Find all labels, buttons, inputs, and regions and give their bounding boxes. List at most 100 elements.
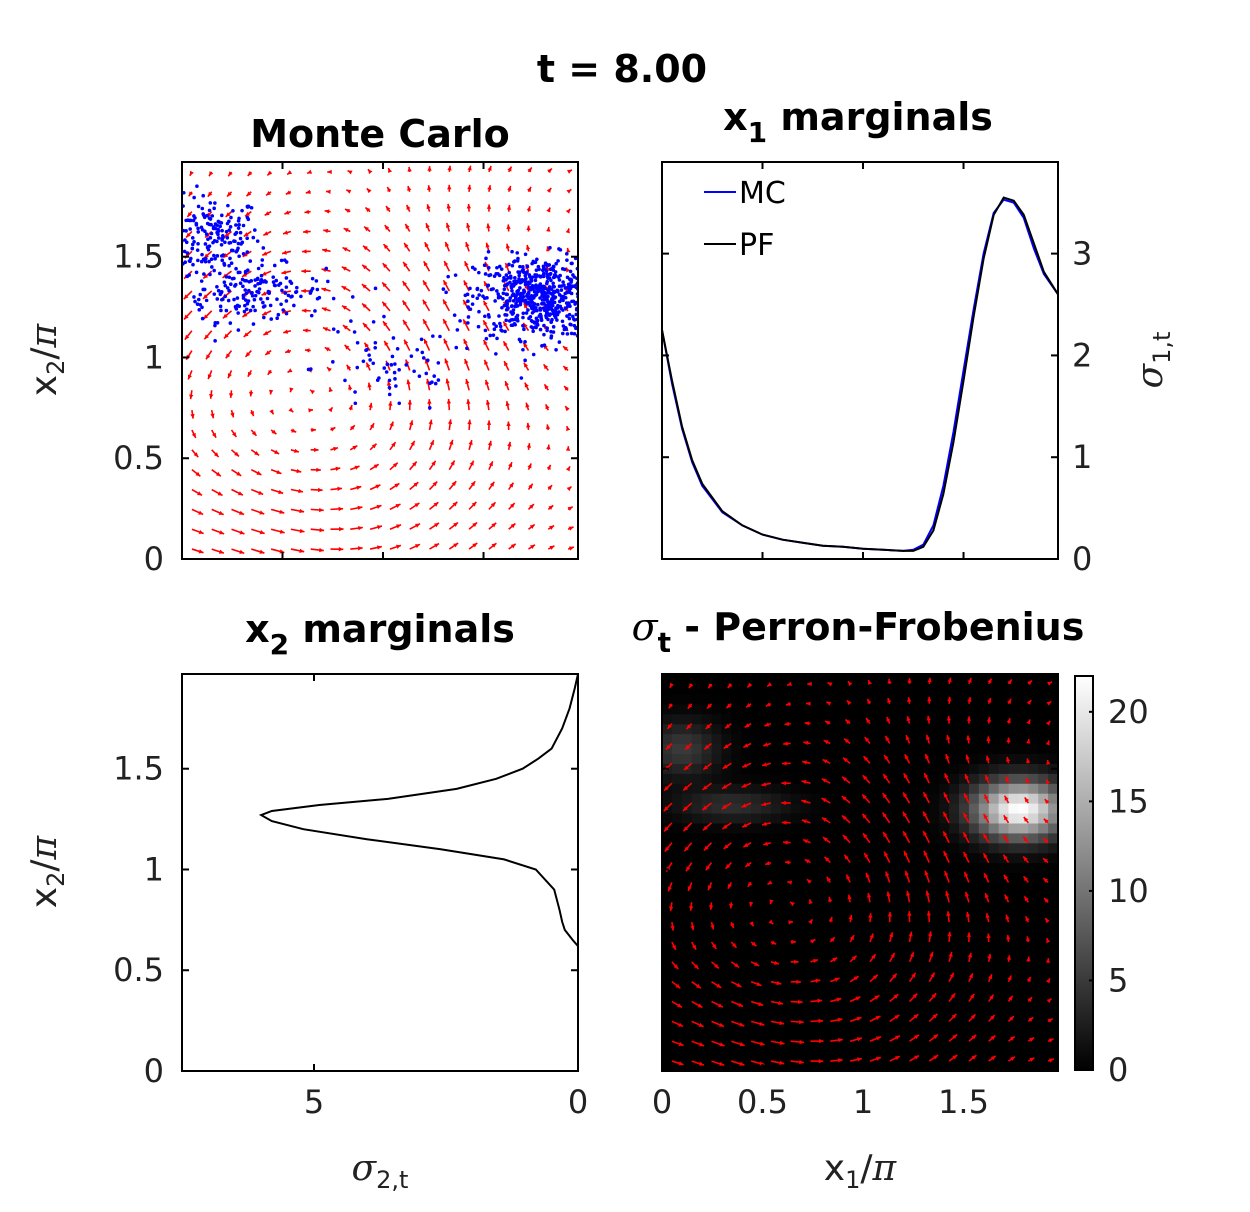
velocity-arrowhead <box>828 916 833 922</box>
heatmap-cell <box>869 862 881 874</box>
heatmap-cell <box>1038 1041 1049 1052</box>
mc-particle <box>510 317 515 322</box>
heatmap-cell <box>939 703 950 715</box>
heatmap-cell <box>1048 812 1058 824</box>
mc-particle <box>215 320 220 325</box>
heatmap-cell <box>869 1041 881 1052</box>
velocity-arrowhead <box>689 906 694 911</box>
heatmap-cell <box>968 951 980 963</box>
heatmap-cell <box>919 723 930 735</box>
velocity-arrowhead <box>403 319 408 325</box>
heatmap-cell <box>1048 703 1058 715</box>
heatmap-cell <box>741 753 752 764</box>
heatmap-cell <box>810 753 821 764</box>
heatmap-cell <box>662 922 673 933</box>
heatmap-cell <box>681 832 693 844</box>
heatmap-cell <box>810 832 821 844</box>
velocity-arrowhead <box>923 811 928 817</box>
heatmap-cell <box>770 991 782 1003</box>
heatmap-cell <box>1048 783 1058 794</box>
mc-particle <box>550 302 554 307</box>
heatmap-cell <box>800 674 812 685</box>
heatmap-cell <box>879 1001 891 1013</box>
mc-particle <box>466 299 470 303</box>
heatmap-cell <box>939 882 950 893</box>
velocity-arrowhead <box>565 466 570 472</box>
heatmap-cell <box>681 951 693 963</box>
heatmap-cell <box>1018 683 1029 695</box>
mc-particle <box>173 213 177 217</box>
heatmap-cell <box>711 922 722 933</box>
heatmap-cell <box>741 693 752 705</box>
velocity-arrowhead <box>984 893 989 899</box>
mc-particle <box>244 307 249 312</box>
heatmap-cell <box>830 743 841 754</box>
heatmap-cell <box>899 1061 911 1071</box>
heatmap-cell <box>968 822 980 834</box>
heatmap-cell <box>998 862 1010 874</box>
velocity-arrowhead <box>987 678 992 684</box>
heatmap-cell <box>1028 1001 1039 1013</box>
heatmap-cell <box>711 941 722 953</box>
mc-particle <box>507 319 512 323</box>
velocity-arrowhead <box>288 407 294 413</box>
heatmap-cell <box>968 773 980 784</box>
velocity-arrowhead <box>947 931 952 937</box>
heatmap-cell <box>671 882 683 893</box>
heatmap-cell <box>681 912 693 923</box>
heatmap-cell <box>998 812 1010 824</box>
velocity-arrowhead <box>333 446 339 452</box>
mc-particle <box>541 274 546 279</box>
heatmap-cell <box>889 842 901 854</box>
heatmap-cell <box>978 753 990 764</box>
velocity-arrowhead <box>504 381 509 387</box>
mc-particle <box>501 296 505 301</box>
velocity-arrowhead <box>364 342 369 348</box>
velocity-arrowhead <box>698 1061 704 1066</box>
heatmap-cell <box>909 941 920 953</box>
colorbar-tick-label: 0 <box>1108 1051 1128 1089</box>
heatmap-cell <box>1018 892 1029 903</box>
heatmap-cell <box>1008 713 1019 725</box>
heatmap-cell <box>830 703 841 715</box>
velocity-arrowhead <box>986 736 991 742</box>
mc-particles <box>173 184 578 410</box>
heatmap-cell <box>1018 842 1029 854</box>
heatmap-cell <box>879 862 891 874</box>
heatmap-cell <box>790 981 802 993</box>
heatmap-cell <box>889 961 901 973</box>
velocity-arrowhead <box>855 996 861 1001</box>
velocity-arrowhead <box>413 482 419 487</box>
mc-particle <box>204 232 209 237</box>
heatmap-cell <box>919 683 930 695</box>
mc-particle <box>486 265 491 270</box>
heatmap-cell <box>899 1011 911 1022</box>
heatmap-cell <box>790 693 802 705</box>
heatmap-cell <box>721 773 732 784</box>
heatmap-cell <box>662 991 673 1003</box>
mc-particle <box>524 311 529 315</box>
heatmap-cell <box>671 892 683 903</box>
heatmap-cell <box>810 743 821 754</box>
heatmap-cell <box>988 932 1000 943</box>
heatmap-cell <box>681 1051 693 1062</box>
mc-particle <box>198 292 203 297</box>
velocity-arrowhead <box>546 188 552 193</box>
mc-particle <box>201 193 206 198</box>
velocity-arrowhead <box>761 802 767 807</box>
velocity-arrowhead <box>779 1040 785 1046</box>
heatmap-cell <box>761 902 772 913</box>
velocity-arrowhead <box>1003 854 1008 860</box>
velocity-arrowhead <box>1045 918 1050 923</box>
mc-particle <box>218 220 222 225</box>
mc-particle <box>545 326 549 330</box>
velocity-arrowhead <box>912 993 918 999</box>
heatmap-cell <box>810 713 821 725</box>
heatmap-cell <box>1028 932 1039 943</box>
velocity-arrowhead <box>545 424 551 430</box>
heatmap-cell <box>1028 753 1039 764</box>
velocity-arrowhead <box>1029 1037 1035 1042</box>
mc-particle <box>504 318 508 323</box>
velocity-arrowhead <box>905 735 910 741</box>
heatmap-cell <box>1028 1021 1039 1032</box>
